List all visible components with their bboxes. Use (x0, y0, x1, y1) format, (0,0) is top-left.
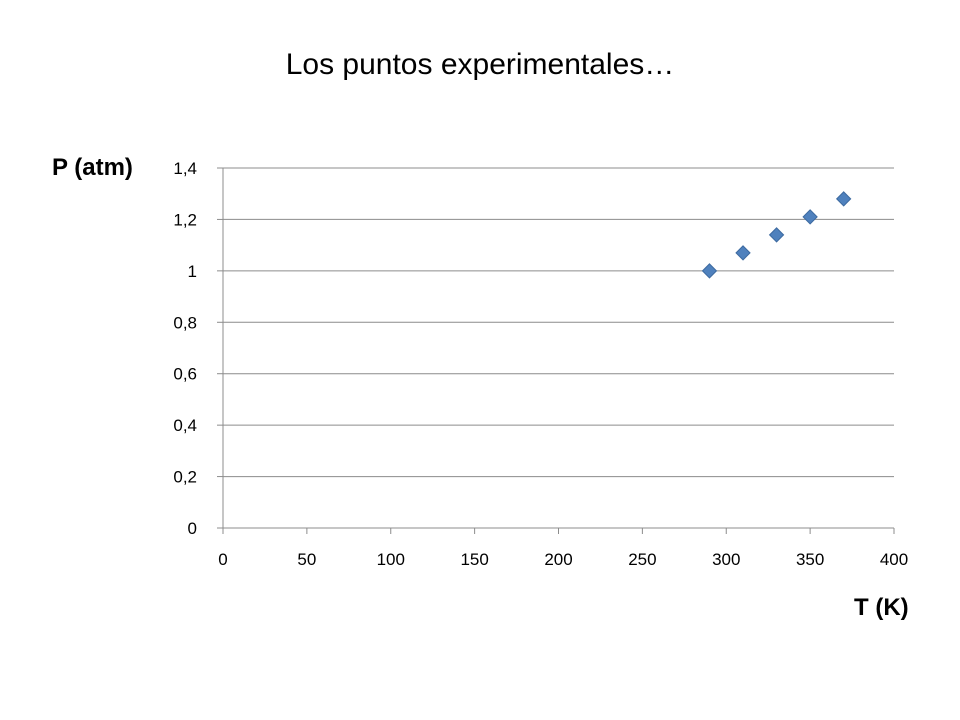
x-tick-label: 0 (218, 550, 227, 569)
data-point (802, 209, 818, 225)
y-tick-label: 0,4 (173, 416, 197, 435)
x-axis-label: T (K) (854, 594, 909, 621)
y-tick-label: 1,2 (173, 210, 197, 229)
y-tick-label: 0,6 (173, 365, 197, 384)
x-tick-label: 250 (628, 550, 656, 569)
y-tick-label: 0 (188, 519, 197, 538)
y-axis-label: P (atm) (52, 154, 133, 181)
x-tick-label: 150 (460, 550, 488, 569)
x-tick-label: 300 (712, 550, 740, 569)
x-tick-label: 100 (377, 550, 405, 569)
y-tick-label: 0,8 (173, 313, 197, 332)
slide-title: Los puntos experimentales… (285, 48, 675, 81)
data-point (835, 191, 852, 207)
tick-labels: 0 0,2 0,4 0,6 0,8 1 1,2 1,4 0 50 100 150 200 250 300 35… (173, 159, 908, 569)
grid-lines (223, 167, 894, 478)
data-point (735, 245, 751, 261)
x-tick-label: 350 (796, 550, 824, 569)
axes (217, 167, 895, 534)
y-tick-label: 1,4 (173, 159, 197, 178)
data-point (768, 227, 785, 243)
x-tick-label: 400 (880, 550, 908, 569)
y-tick-label: 0,2 (173, 468, 197, 487)
x-tick-label: 200 (544, 550, 572, 569)
y-tick-label: 1 (188, 262, 197, 281)
data-point (701, 263, 718, 279)
x-tick-label: 50 (297, 550, 316, 569)
data-points (701, 191, 852, 279)
